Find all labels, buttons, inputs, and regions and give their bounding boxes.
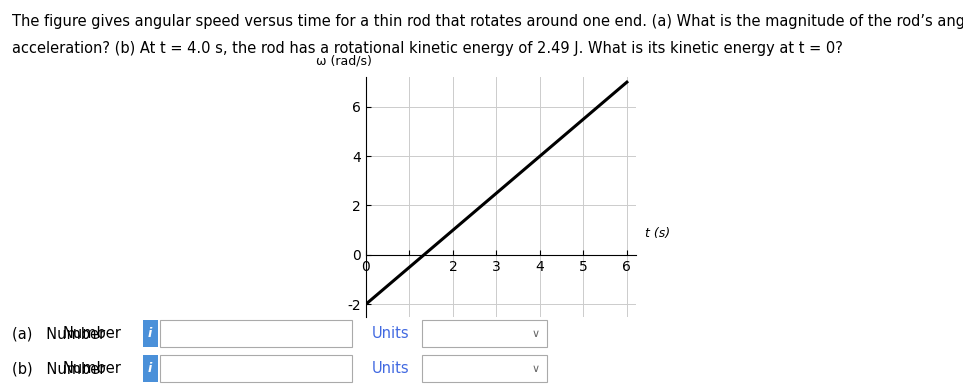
- Text: Number: Number: [63, 327, 121, 341]
- Text: ∨: ∨: [532, 329, 539, 339]
- Text: Units: Units: [372, 327, 409, 341]
- Text: The figure gives angular speed versus time for a thin rod that rotates around on: The figure gives angular speed versus ti…: [12, 14, 963, 29]
- Text: Number: Number: [63, 361, 121, 376]
- Text: (b)   Number: (b) Number: [12, 361, 105, 376]
- Y-axis label: ω (rad/s): ω (rad/s): [317, 55, 373, 68]
- Text: i: i: [148, 327, 152, 340]
- Text: Units: Units: [372, 361, 409, 376]
- Text: (a)   Number: (a) Number: [12, 327, 105, 341]
- Text: i: i: [148, 362, 152, 375]
- Text: acceleration? (b) At t = 4.0 s, the rod has a rotational kinetic energy of 2.49 : acceleration? (b) At t = 4.0 s, the rod …: [12, 41, 843, 56]
- Text: ∨: ∨: [532, 364, 539, 374]
- X-axis label: t (s): t (s): [644, 227, 669, 240]
